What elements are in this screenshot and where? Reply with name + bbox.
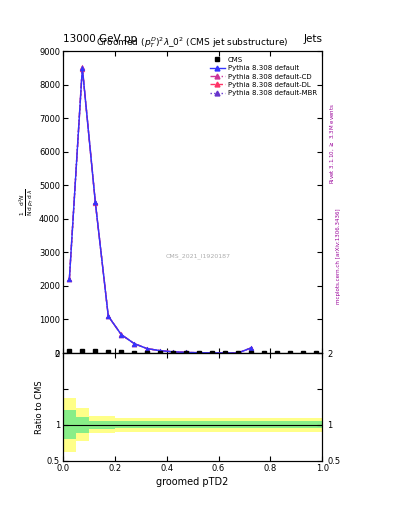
Legend: CMS, Pythia 8.308 default, Pythia 8.308 default-CD, Pythia 8.308 default-DL, Pyt: CMS, Pythia 8.308 default, Pythia 8.308 … bbox=[208, 55, 319, 99]
Y-axis label: Ratio to CMS: Ratio to CMS bbox=[35, 380, 44, 434]
Text: Rivet 3.1.10, $\geq$ 3.3M events: Rivet 3.1.10, $\geq$ 3.3M events bbox=[328, 103, 336, 184]
Title: Groomed $(p_T^D)^2\lambda\_0^2$ (CMS jet substructure): Groomed $(p_T^D)^2\lambda\_0^2$ (CMS jet… bbox=[96, 35, 289, 50]
Y-axis label: $\frac{1}{\mathrm{N}}\frac{\mathrm{d}^2N}{\mathrm{d}\,p_T\,\mathrm{d}\,\lambda}$: $\frac{1}{\mathrm{N}}\frac{\mathrm{d}^2N… bbox=[18, 188, 36, 216]
Text: 13000 GeV pp: 13000 GeV pp bbox=[63, 33, 137, 44]
Text: CMS_2021_I1920187: CMS_2021_I1920187 bbox=[165, 253, 230, 259]
X-axis label: groomed pTD2: groomed pTD2 bbox=[156, 477, 229, 487]
Text: mcplots.cern.ch [arXiv:1306.3436]: mcplots.cern.ch [arXiv:1306.3436] bbox=[336, 208, 341, 304]
Text: Jets: Jets bbox=[303, 33, 322, 44]
